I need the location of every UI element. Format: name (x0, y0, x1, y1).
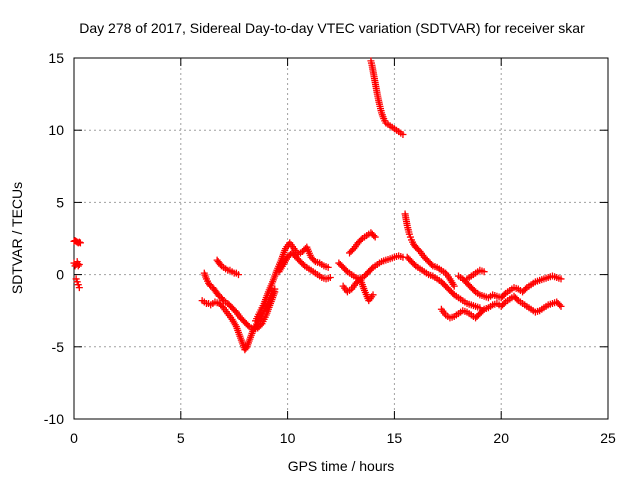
x-tick-label: 10 (280, 430, 296, 446)
plot-frame (73, 57, 609, 420)
y-axis-label: SDTVAR / TECUs (9, 182, 25, 294)
data-point (399, 131, 407, 139)
data-point (75, 260, 83, 268)
data-point (75, 284, 83, 292)
data-point-interp (370, 232, 378, 240)
x-tick-label: 25 (600, 430, 616, 446)
data-point-interp (500, 299, 508, 307)
segment-gap-after-12-low (339, 275, 377, 305)
data-point (369, 291, 377, 299)
y-tick-label: 10 (48, 122, 64, 138)
y-tick-label: 0 (56, 267, 64, 283)
y-tick-label: 15 (48, 50, 64, 66)
segment-mid-band (403, 253, 484, 312)
data-point (450, 282, 458, 290)
x-tick-labels: 0 5 10 15 20 25 (70, 430, 616, 446)
segment-early-high (70, 237, 84, 247)
data-point-interp (513, 295, 521, 303)
data-point-interp (357, 236, 365, 244)
segment-early-low (72, 275, 83, 292)
segment-high-arc (367, 57, 407, 139)
y-tick-label: -5 (52, 339, 65, 355)
segment-bump-13-14 (346, 229, 379, 257)
data-point-interp (368, 265, 376, 273)
data-point-interp (299, 260, 307, 268)
data-point (74, 262, 82, 270)
grid (74, 58, 608, 419)
data-point (480, 268, 488, 276)
data-point-interp (427, 260, 435, 268)
x-axis-label: GPS time / hours (288, 458, 395, 474)
tick-marks (73, 57, 609, 420)
x-tick-label: 15 (387, 430, 403, 446)
data-point (271, 285, 279, 293)
chart-title: Day 278 of 2017, Sidereal Day-to-day VTE… (79, 20, 585, 36)
segment-small-bump (213, 256, 242, 279)
data-point (234, 271, 242, 279)
data-point-interp (310, 256, 318, 264)
data-point (76, 239, 84, 247)
data-point-interp (521, 285, 529, 293)
segment-low-band-17-23 (437, 292, 565, 322)
segment-spike-15-5 (401, 210, 458, 290)
y-tick-label: -10 (44, 411, 64, 427)
data-point (326, 273, 334, 281)
data-points (70, 57, 565, 354)
data-point-interp (470, 286, 478, 294)
data-point (75, 238, 83, 246)
x-tick-label: 20 (493, 430, 509, 446)
data-point-interp (410, 260, 418, 268)
data-point-interp (500, 291, 508, 299)
data-point (557, 275, 565, 283)
segment-ten-to-twelve-band (275, 249, 334, 283)
segment-lower-arc (198, 285, 279, 354)
x-tick-label: 0 (70, 430, 78, 446)
data-point (557, 302, 565, 310)
data-point-interp (479, 307, 487, 315)
x-tick-label: 5 (177, 430, 185, 446)
segment-rise-to-10 (252, 239, 332, 325)
y-tick-labels: -10 -5 0 5 10 15 (44, 50, 64, 427)
data-point (324, 263, 332, 271)
y-tick-label: 5 (56, 194, 64, 210)
data-point-interp (342, 266, 350, 274)
segment-hump-18-19 (463, 266, 488, 283)
data-point (371, 233, 379, 241)
data-point-interp (556, 301, 564, 309)
segment-gap-after-12 (335, 252, 407, 283)
data-point-interp (449, 289, 457, 297)
data-point-interp (244, 321, 252, 329)
segment-early-mid (70, 258, 83, 270)
